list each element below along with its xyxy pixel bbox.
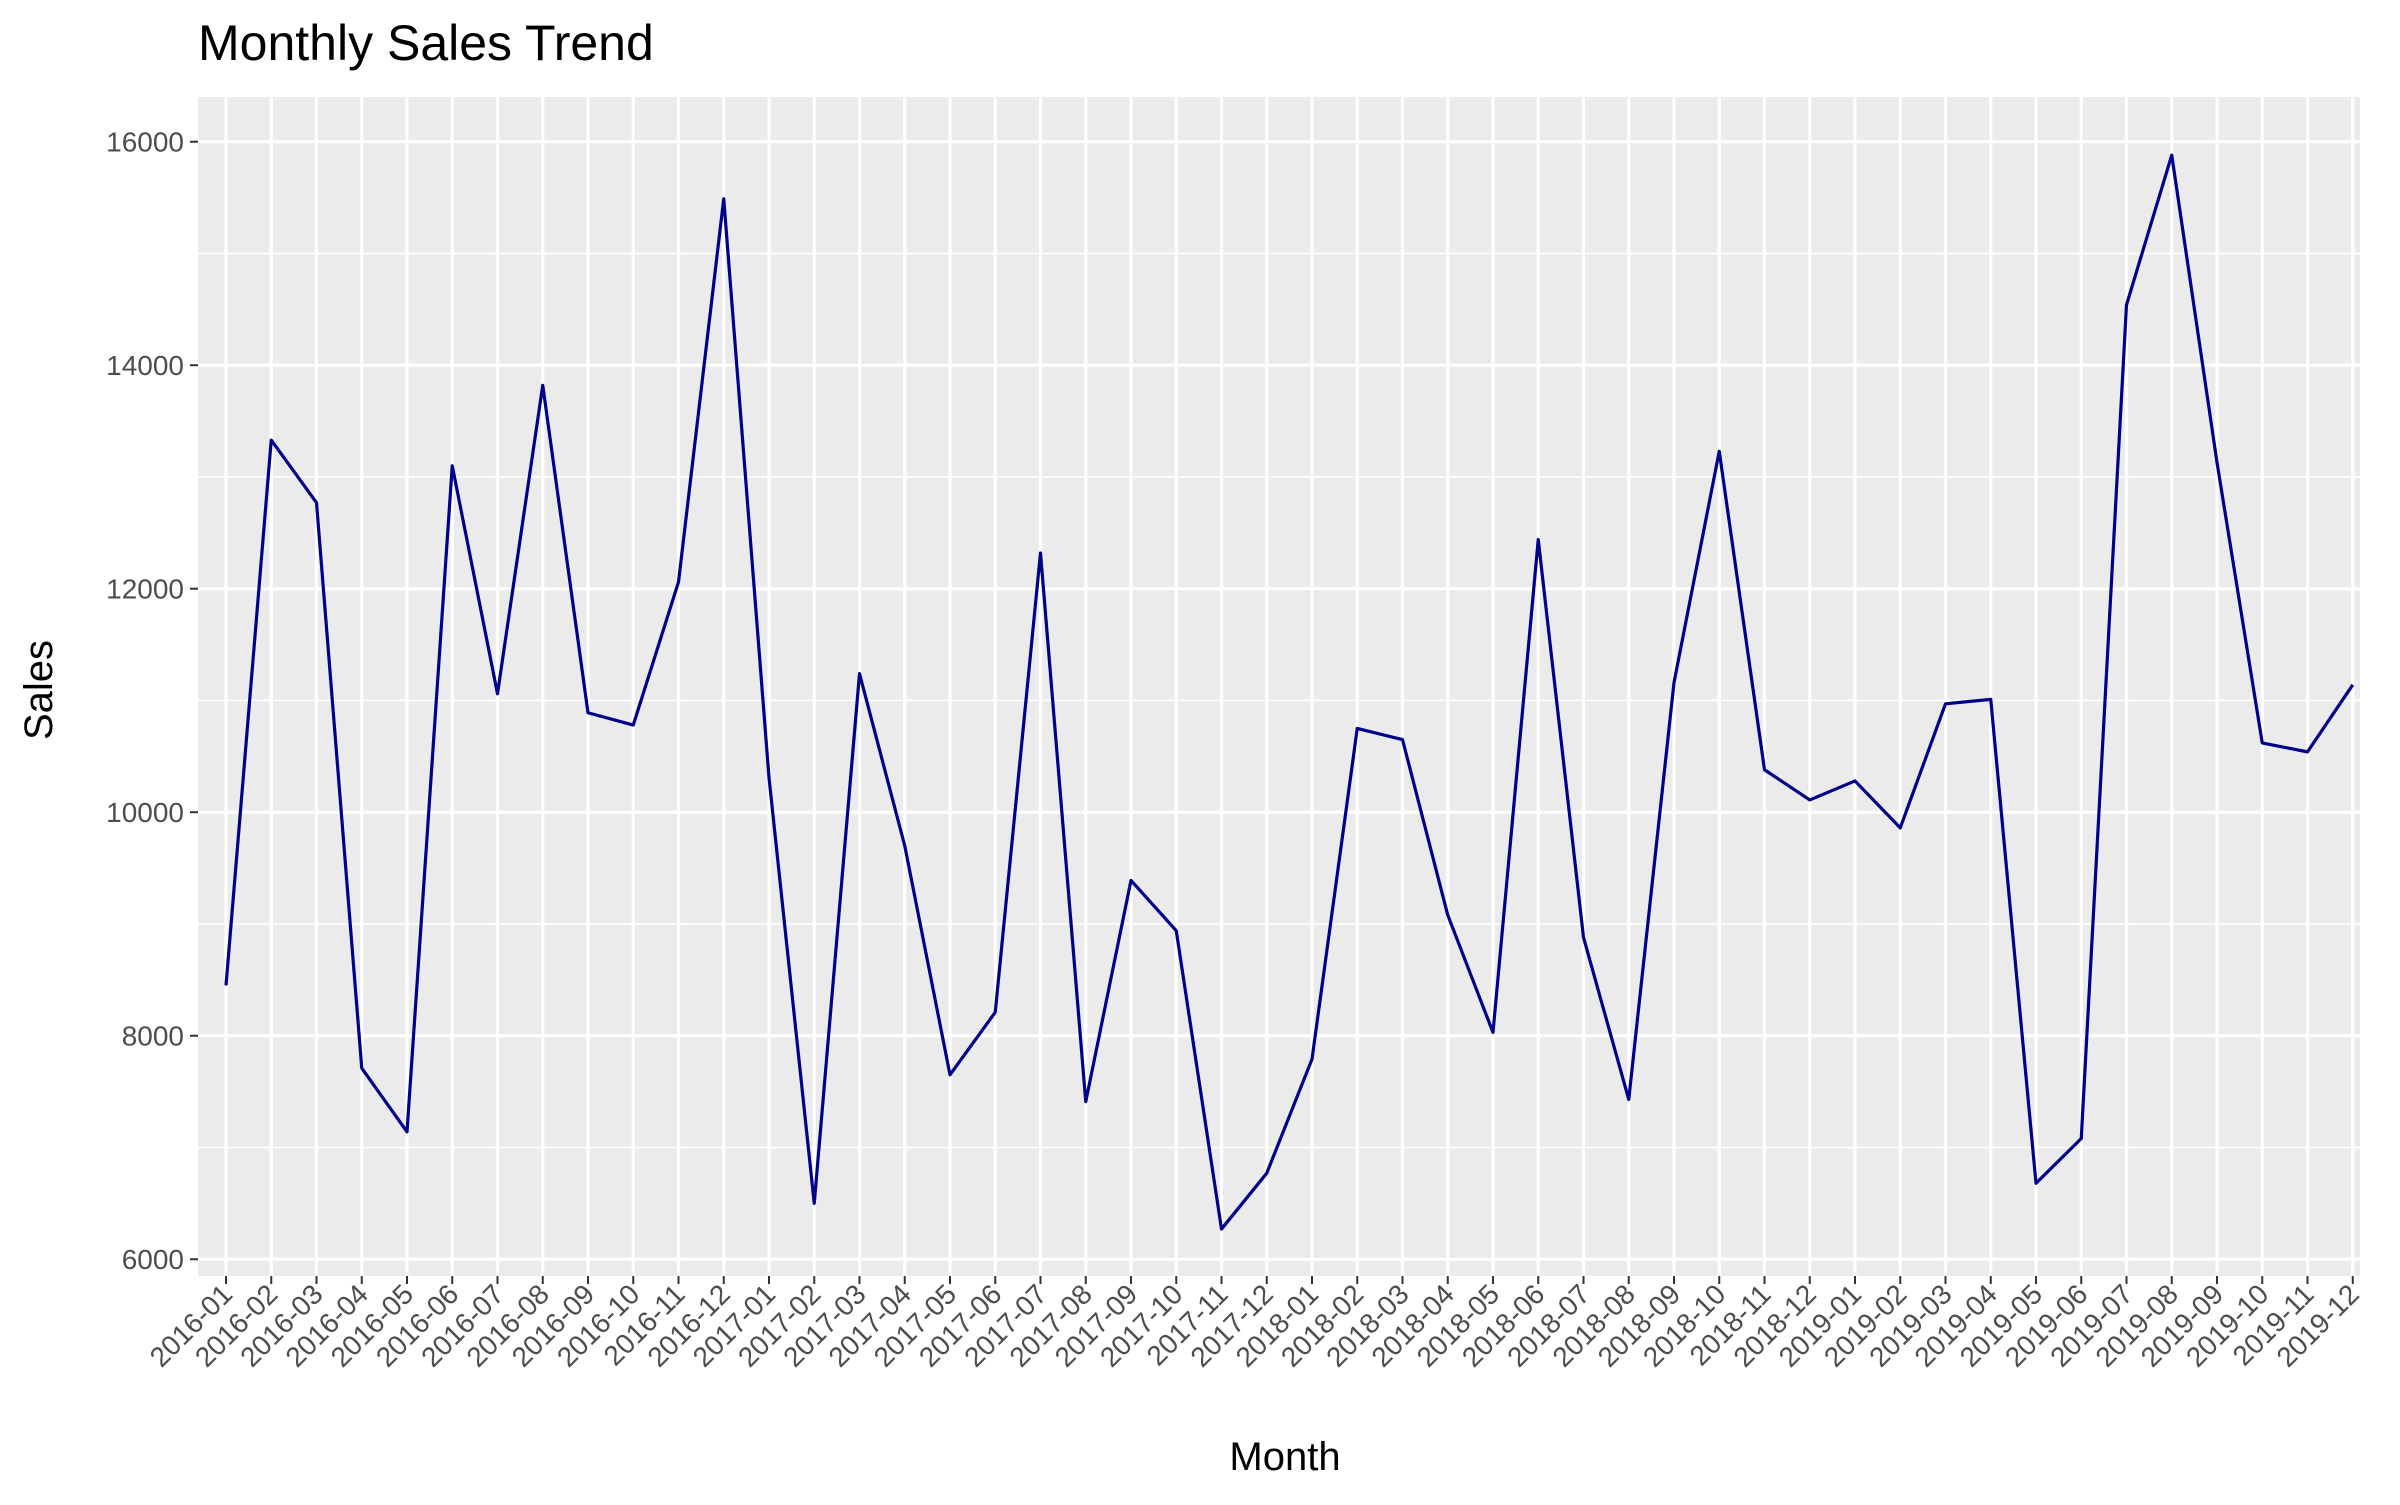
plot-panel	[198, 97, 2360, 1276]
grid-major	[198, 97, 2360, 1276]
chart-title: Monthly Sales Trend	[198, 15, 654, 71]
y-axis-title: Sales	[17, 640, 61, 740]
y-tick-label: 16000	[106, 127, 184, 158]
series-line	[224, 153, 2355, 1231]
grid-minor	[198, 252, 2360, 1149]
y-tick-label: 8000	[122, 1021, 184, 1052]
y-tick-label: 10000	[106, 797, 184, 828]
y-axis: 6000 8000 10000 12000 14000 16000	[106, 127, 198, 1275]
x-axis: 2016-012016-022016-032016-042016-052016-…	[144, 1276, 2365, 1373]
y-tick-label: 12000	[106, 574, 184, 605]
y-tick-label: 6000	[122, 1244, 184, 1275]
y-tick-label: 14000	[106, 350, 184, 381]
x-axis-title: Month	[1229, 1435, 1340, 1479]
